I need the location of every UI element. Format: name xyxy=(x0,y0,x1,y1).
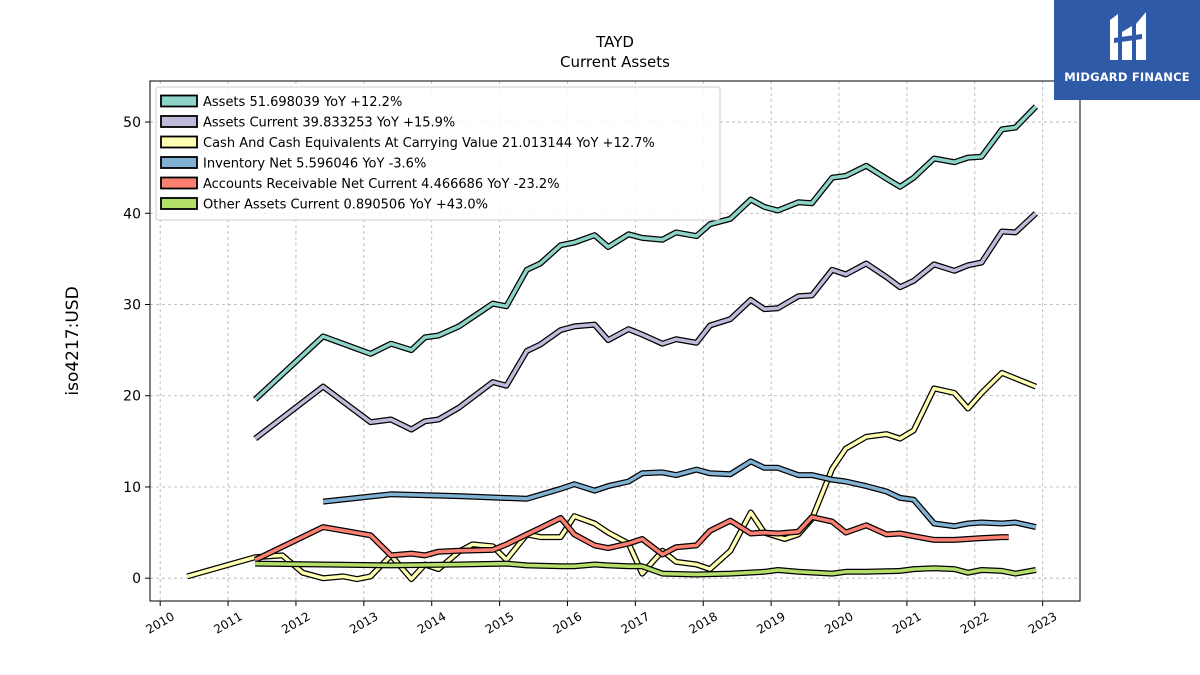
series-4 xyxy=(322,458,1037,531)
legend-swatch xyxy=(160,135,198,149)
series-line xyxy=(254,105,1038,401)
y-axis: 0 10 20 30 40 50 xyxy=(123,115,150,587)
x-tick-label: 2015 xyxy=(483,609,516,636)
y-tick-label: 40 xyxy=(123,206,141,222)
series-lines xyxy=(186,104,1039,583)
legend-swatch xyxy=(160,197,198,210)
x-tick-label: 2011 xyxy=(211,609,244,636)
brand-logo: MIDGARD FINANCE xyxy=(1054,0,1200,100)
y-tick-label: 20 xyxy=(123,389,141,405)
legend-item: Assets Current 39.833253 YoY +15.9% xyxy=(160,115,455,131)
y-axis-label: iso4217:USD xyxy=(63,286,83,395)
x-tick-label: 2022 xyxy=(958,609,991,636)
x-tick-label: 2017 xyxy=(619,609,652,636)
legend-label: Cash And Cash Equivalents At Carrying Va… xyxy=(203,136,655,151)
logo-mark-icon xyxy=(1110,12,1146,60)
legend: Assets 51.698039 YoY +12.2% Assets Curren… xyxy=(155,86,721,221)
series-line xyxy=(254,212,1038,440)
series-line xyxy=(322,459,1037,529)
legend-item: Accounts Receivable Net Current 4.466686… xyxy=(160,176,560,192)
series-5 xyxy=(253,514,1009,563)
legend-label: Accounts Receivable Net Current 4.466686… xyxy=(203,177,560,192)
legend-swatch xyxy=(160,176,198,190)
legend-item: Cash And Cash Equivalents At Carrying Va… xyxy=(160,135,655,151)
series-1 xyxy=(253,104,1039,402)
x-tick-label: 2020 xyxy=(822,609,855,636)
series-line-outline xyxy=(253,211,1038,441)
x-tick-label: 2016 xyxy=(551,609,584,636)
series-6 xyxy=(255,560,1037,578)
legend-label: Assets 51.698039 YoY +12.2% xyxy=(203,95,402,110)
x-tick-label: 2023 xyxy=(1026,609,1059,636)
legend-swatch xyxy=(160,94,198,108)
logo-text: MIDGARD FINANCE xyxy=(1064,70,1190,84)
legend-label: Other Assets Current 0.890506 YoY +43.0% xyxy=(203,198,488,213)
legend-item: Assets 51.698039 YoY +12.2% xyxy=(160,94,402,110)
y-tick-label: 0 xyxy=(132,571,141,587)
series-line xyxy=(254,515,1009,562)
series-line xyxy=(255,561,1037,577)
x-tick-label: 2019 xyxy=(754,609,787,636)
chart-subtitle: Current Assets xyxy=(560,53,670,71)
series-2 xyxy=(253,211,1038,441)
legend-label: Assets Current 39.833253 YoY +15.9% xyxy=(203,116,455,131)
plot-frame xyxy=(149,80,1081,602)
legend-swatch xyxy=(160,115,198,128)
x-tick-label: 2021 xyxy=(890,609,923,636)
x-tick-label: 2013 xyxy=(347,609,380,636)
y-tick-label: 10 xyxy=(123,480,141,496)
x-tick-label: 2010 xyxy=(143,609,176,636)
legend-box xyxy=(155,86,721,221)
x-axis: 2010 2011 2012 2013 2014 2015 2016 2017 2018 2019… xyxy=(143,601,1059,637)
legend-item: Other Assets Current 0.890506 YoY +43.0% xyxy=(160,197,488,213)
legend-label: Inventory Net 5.596046 YoY -3.6% xyxy=(203,157,426,172)
chart-title: TAYD xyxy=(595,33,634,51)
legend-item: Inventory Net 5.596046 YoY -3.6% xyxy=(160,156,426,172)
x-tick-label: 2014 xyxy=(415,609,448,636)
y-tick-label: 50 xyxy=(123,115,141,131)
y-tick-label: 30 xyxy=(123,298,141,314)
x-tick-label: 2012 xyxy=(279,609,312,636)
legend-swatch xyxy=(160,156,198,169)
x-tick-label: 2018 xyxy=(687,609,720,636)
